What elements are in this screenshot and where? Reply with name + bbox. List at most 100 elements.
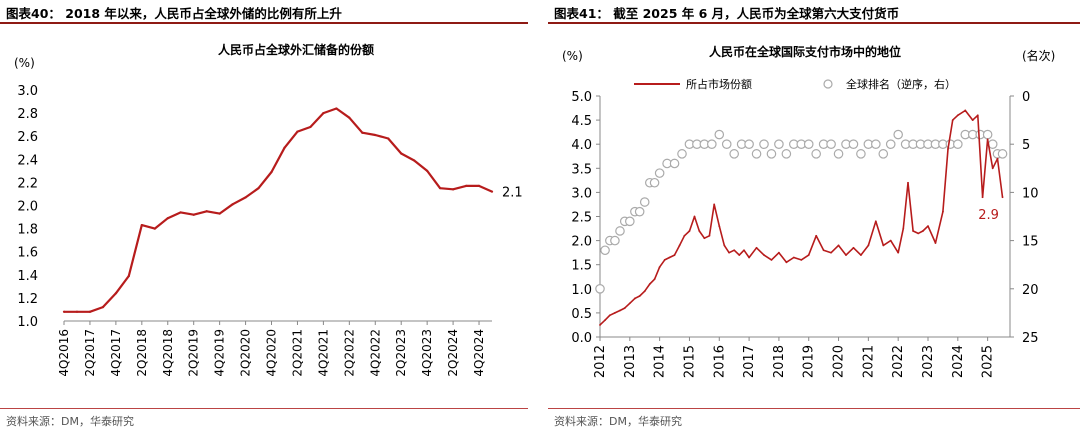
x-tick-label: 2Q2023 [394, 329, 408, 377]
data-point [218, 212, 221, 215]
figure-41-panel: 图表41： 截至 2025 年 6 月，人民币为全球第六大支付货币 人民币在全球… [548, 0, 1080, 435]
y-tick-label: 1.2 [17, 292, 38, 307]
y-axis-unit: (%) [14, 56, 35, 70]
data-point [922, 230, 924, 232]
rank-marker [600, 245, 610, 256]
data-point [947, 148, 949, 150]
x-tick-label: 4Q2019 [213, 329, 227, 377]
left-tick-label: 2.0 [571, 235, 592, 250]
data-point [981, 196, 984, 199]
data-point [296, 130, 299, 133]
x-tick-label: 4Q2022 [368, 329, 382, 377]
left-tick-label: 4.0 [571, 138, 592, 153]
rank-marker [634, 206, 645, 217]
data-point [874, 220, 877, 223]
data-point [439, 187, 442, 190]
data-point [996, 157, 999, 160]
data-point [882, 244, 885, 247]
rank-marker [639, 197, 650, 207]
rank-marker [649, 177, 660, 188]
x-tick-label: 2019 [802, 345, 817, 378]
data-point [748, 256, 750, 259]
data-point [837, 244, 840, 247]
y-tick-label: 1.4 [17, 269, 38, 284]
x-tick-label: 4Q2023 [420, 329, 434, 377]
rank-marker [766, 149, 777, 159]
data-point [387, 137, 390, 140]
x-tick-label: 2024 [951, 345, 966, 378]
title-rule [0, 22, 528, 24]
rank-marker [833, 149, 844, 159]
data-point [166, 217, 169, 220]
rank-marker [744, 139, 754, 149]
data-point [830, 251, 832, 254]
data-point [800, 258, 803, 261]
data-point [907, 181, 909, 184]
data-point [604, 319, 606, 322]
rank-marker [625, 216, 635, 227]
data-point [976, 114, 979, 117]
data-point [101, 306, 105, 309]
rank-marker [953, 139, 963, 149]
data-point [897, 251, 900, 254]
rank-marker [615, 226, 625, 236]
left-tick-label: 4.5 [571, 114, 592, 129]
data-point [614, 312, 616, 314]
x-tick-label: 2020 [832, 345, 847, 378]
x-tick-label: 2Q2024 [446, 329, 460, 377]
rank-marker [677, 149, 687, 159]
figure-40-panel: 图表40： 2018 年以来，人民币占全球外储的比例有所上升 人民币占全球外汇储… [0, 0, 528, 435]
data-point [698, 230, 701, 232]
y-tick-label: 2.6 [17, 130, 38, 145]
data-point [738, 254, 741, 256]
rank-marker [982, 129, 993, 140]
chart-title: 人民币占全球外汇储备的份额 [218, 42, 374, 57]
y-tick-label: 2.8 [17, 107, 38, 122]
right-axis-unit: (名次) [1022, 48, 1055, 63]
data-point [986, 138, 989, 141]
x-tick-label: 2Q2017 [83, 329, 97, 377]
x-tick-label: 2022 [891, 345, 906, 378]
data-point [718, 225, 721, 228]
rank-marker [669, 158, 680, 169]
rank-marker [893, 129, 903, 140]
data-point [231, 203, 234, 206]
series-line-reserve-share [64, 107, 493, 313]
data-point [490, 190, 494, 193]
data-point [807, 254, 810, 256]
rank-marker [803, 139, 814, 149]
data-point [451, 188, 455, 191]
payment-status-chart: 人民币在全球国际支付市场中的地位 (%) (名次) 所占市场份额 全球排名（逆序，右） 0… [562, 44, 1055, 378]
right-tick-label: 25 [1022, 331, 1039, 346]
rank-marker [721, 139, 732, 149]
data-point [713, 203, 716, 206]
right-tick-label: 0 [1022, 90, 1030, 105]
data-point [335, 107, 338, 110]
data-point [733, 249, 736, 252]
data-point [991, 167, 994, 170]
data-point [374, 133, 377, 137]
data-point [852, 246, 855, 249]
data-point [822, 249, 825, 252]
data-point [426, 169, 429, 172]
data-point [361, 131, 364, 134]
legend-marker-swatch [823, 79, 833, 89]
data-point [723, 244, 726, 247]
source-rule [0, 408, 528, 409]
left-tick-label: 3.0 [571, 186, 592, 201]
source-note: 资料来源：DM，华泰研究 [554, 415, 682, 428]
data-point [114, 292, 117, 295]
x-tick-label: 2Q2021 [290, 329, 304, 377]
data-point [755, 246, 758, 249]
title-rule [548, 22, 1080, 24]
right-tick-label: 15 [1022, 235, 1039, 250]
data-point [792, 256, 795, 259]
y-tick-label: 1.0 [17, 315, 38, 330]
y-tick-label: 2.0 [17, 200, 38, 215]
source-note: 资料来源：DM，华泰研究 [6, 415, 134, 428]
data-point [785, 261, 788, 264]
data-point [678, 244, 681, 247]
right-tick-label: 5 [1022, 138, 1030, 153]
right-tick-label: 10 [1022, 186, 1039, 201]
right-tick-label: 20 [1022, 283, 1039, 298]
